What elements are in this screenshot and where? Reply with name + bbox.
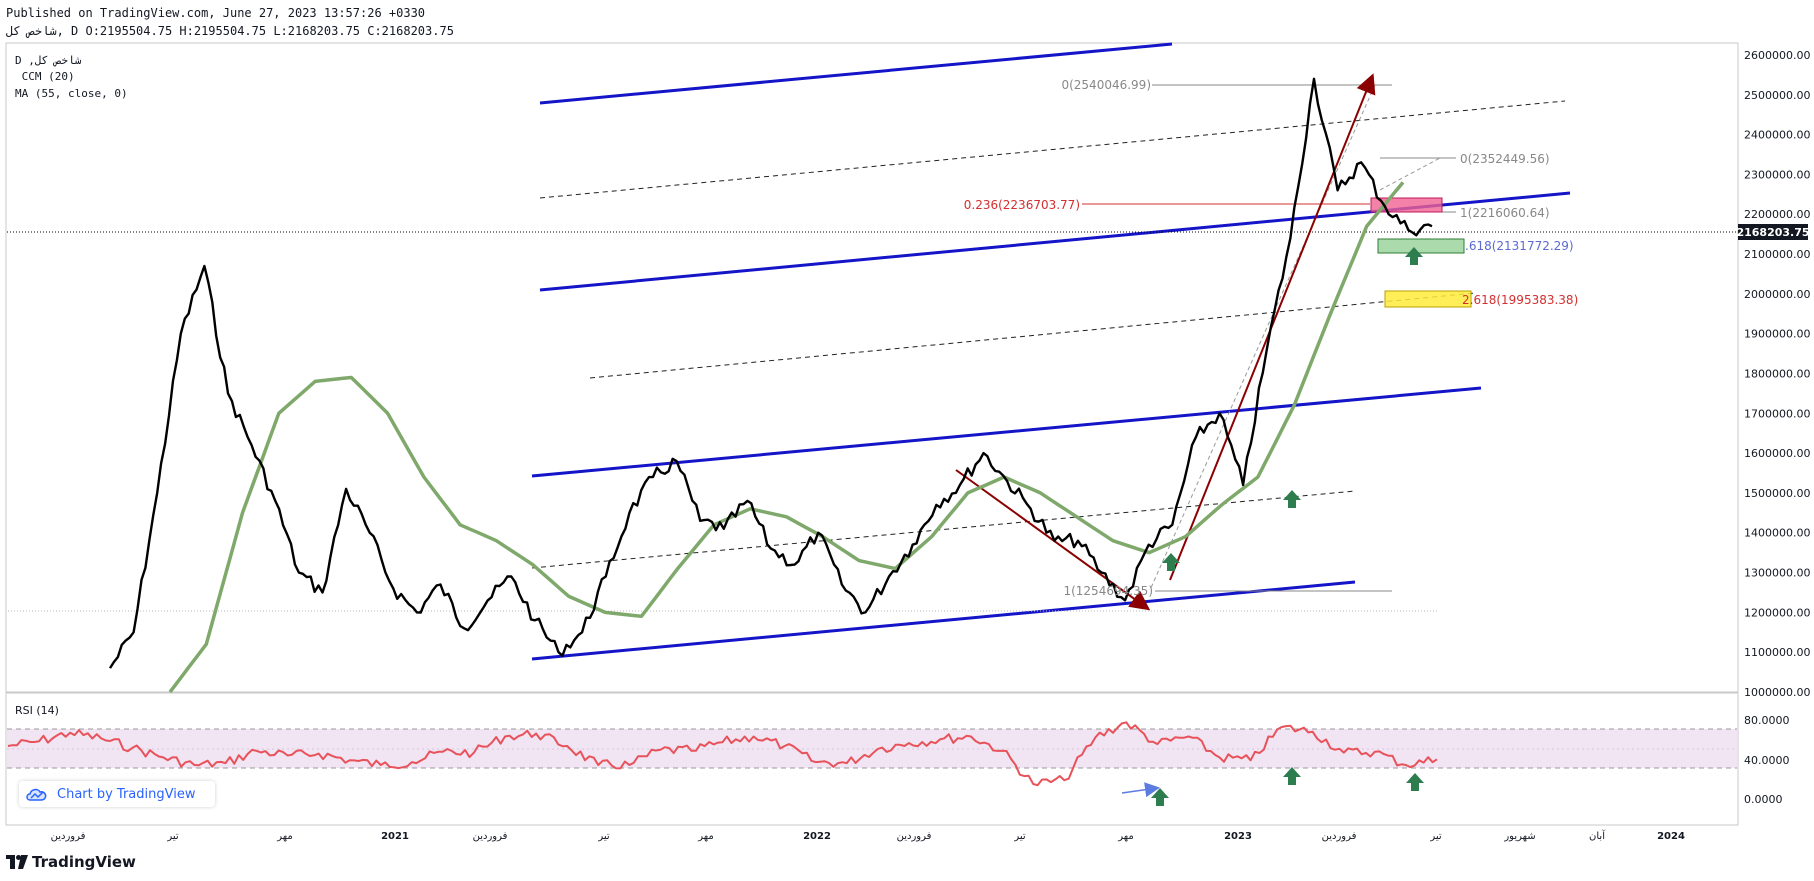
time-axis-label: 2024	[1657, 831, 1685, 842]
price-axis-tick: 2300000.00	[1744, 168, 1810, 181]
channel-line-3	[531, 386, 1482, 478]
price-axis-tick: 1100000.00	[1744, 646, 1810, 659]
time-axis-label: تیر	[597, 831, 610, 842]
rsi-line	[7, 721, 1438, 787]
legend-cci[interactable]: ССМ (20)	[15, 70, 75, 83]
up-arrow-marker	[1283, 767, 1301, 785]
target-zone	[1384, 290, 1472, 308]
time-axis-label: مهر	[697, 831, 713, 842]
tradingview-logo[interactable]: TradingView	[6, 853, 136, 871]
rsi-title: RSI (14)	[15, 704, 59, 717]
time-axis-label: فروردین	[897, 831, 932, 842]
time-axis-label: 2021	[381, 831, 409, 842]
fib-1618-label: .618(2131772.29)	[1465, 239, 1574, 253]
chart-by-tradingview[interactable]: Chart by TradingView	[19, 781, 215, 807]
time-axis-label: 2022	[803, 831, 831, 842]
up-arrow-marker	[1151, 788, 1169, 806]
legend-symbol[interactable]: D ,شاخص کل	[15, 54, 82, 67]
up-arrow-marker	[1162, 553, 1180, 571]
tradingview-logo-icon	[6, 855, 28, 869]
price-axis-tick: 1900000.00	[1744, 328, 1810, 341]
time-axis-label: 2023	[1224, 831, 1252, 842]
mid-dash-1	[539, 100, 1566, 199]
published-header: Published on TradingView.com, June 27, 2…	[6, 6, 426, 20]
price-axis-tick: 1700000.00	[1744, 407, 1810, 420]
fib-1-label-a: 1(2216060.64)	[1460, 206, 1550, 220]
green-arrows-group	[1151, 247, 1424, 806]
time-axis-label: تیر	[1429, 831, 1442, 842]
up-arrow-marker	[1283, 490, 1301, 508]
price-line-group	[108, 77, 1433, 669]
price-axis-tick: 1200000.00	[1744, 606, 1810, 619]
fib-0-second-label: 0(2352449.56)	[1460, 152, 1550, 166]
price-axis-tick: 1000000.00	[1744, 686, 1810, 699]
up-arrow-marker	[1406, 773, 1424, 791]
price-axis-tick: 1800000.00	[1744, 368, 1810, 381]
price-axis-tick: 2200000.00	[1744, 208, 1810, 221]
time-axis-label: مهر	[276, 831, 292, 842]
time-axis-label: تیر	[166, 831, 179, 842]
legend-ma[interactable]: MA (55, close, 0)	[15, 87, 128, 100]
price-axis-tick: 2400000.00	[1744, 129, 1810, 142]
price-axis: 2600000.00 2500000.00 2400000.00 2300000.00…	[1744, 49, 1810, 699]
price-line	[108, 77, 1433, 669]
up-arrow-marker	[1405, 247, 1423, 265]
mid-dash-3	[531, 490, 1356, 569]
time-axis: فروردین تیر مهر 2021 فروردین تیر مهر 2022 فروردی…	[51, 829, 1685, 842]
rsi-blue-arrow	[1121, 782, 1160, 798]
price-axis-tick: 1600000.00	[1744, 447, 1810, 460]
time-axis-label: مهر	[1117, 831, 1133, 842]
price-axis-tick: 1500000.00	[1744, 487, 1810, 500]
mid-dash-2	[589, 292, 1476, 379]
time-axis-label: آبان	[1589, 829, 1606, 842]
fib-2618-label: 2.618(1995383.38)	[1462, 293, 1578, 307]
rsi-line-group	[7, 721, 1438, 787]
ma-line	[168, 181, 1405, 694]
down-arrow	[955, 469, 1151, 611]
fib-0-top-label: 0(2540046.99)	[1061, 78, 1151, 92]
time-axis-label: تیر	[1013, 831, 1026, 842]
cloud-icon	[26, 788, 47, 801]
ohlc-header: شاخص کل, D O:2195504.75 H:2195504.75 L:2…	[6, 24, 454, 38]
price-pane	[5, 42, 1739, 693]
price-axis-tick: 2500000.00	[1744, 89, 1810, 102]
credit-text: Chart by TradingView	[57, 786, 196, 802]
last-price-value: 2168203.75	[1736, 226, 1809, 239]
support-zone	[1377, 238, 1465, 254]
ma-line-group	[168, 181, 1405, 694]
rsi-axis-0: 0.0000	[1744, 793, 1783, 806]
price-axis-tick: 1300000.00	[1744, 567, 1810, 580]
fib-1-label-b: 1(1254694.35)	[1063, 584, 1153, 598]
rsi-axis-40: 40.0000	[1744, 754, 1790, 767]
price-axis-tick: 2100000.00	[1744, 248, 1810, 261]
channel-line-1	[539, 42, 1173, 105]
brand-text: TradingView	[32, 853, 136, 871]
last-price-tag	[1738, 224, 1808, 240]
channel-line-4	[531, 580, 1356, 661]
rsi-axis-80: 80.0000	[1744, 714, 1790, 727]
time-axis-label: فروردین	[1322, 831, 1357, 842]
price-axis-tick: 2000000.00	[1744, 288, 1810, 301]
time-axis-label: فروردین	[473, 831, 508, 842]
time-axis-label: فروردین	[51, 831, 86, 842]
time-axis-label: شهریور	[1503, 831, 1535, 842]
price-axis-tick: 2600000.00	[1744, 49, 1810, 62]
fib-236-label: 0.236(2236703.77)	[964, 198, 1080, 212]
price-axis-tick: 1400000.00	[1744, 527, 1810, 540]
